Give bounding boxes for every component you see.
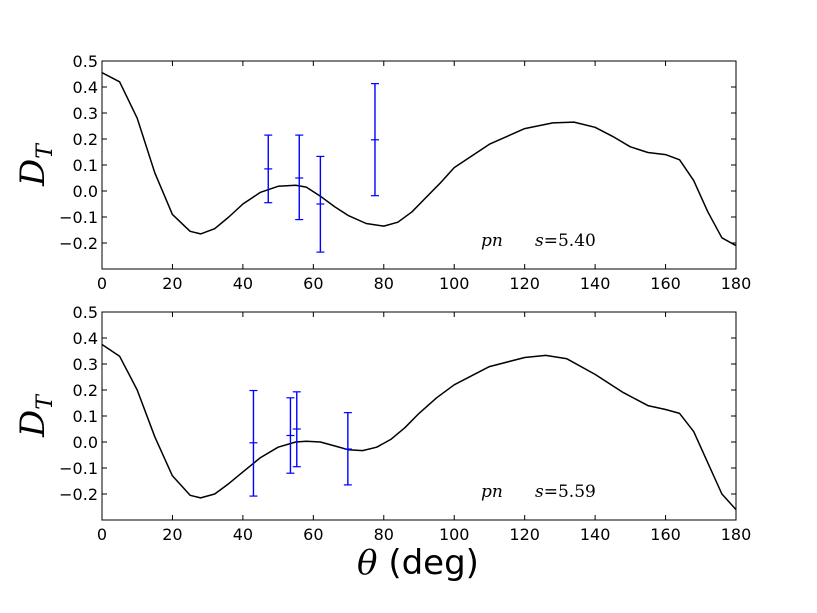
x-tick-label: 160 xyxy=(650,525,681,544)
x-tick-label: 140 xyxy=(580,525,611,544)
x-tick-label: 80 xyxy=(374,525,394,544)
model-curve xyxy=(102,343,736,511)
annotation-value: s=5.59 xyxy=(535,482,596,502)
y-tick-label: 0.5 xyxy=(73,303,98,322)
top-panel: 0 20 40 60 80 100 120 140 160 180 −0.2 −0.1 0.0 0.1 0.… xyxy=(13,52,751,293)
plot-frame xyxy=(101,60,737,270)
y-tick-label: 0.5 xyxy=(73,52,98,71)
data-point-errorbar xyxy=(249,389,258,497)
model-curve xyxy=(102,72,736,247)
annotation-label: pn xyxy=(481,231,503,251)
x-tick-label: 80 xyxy=(374,274,394,293)
annotation-value: s=5.40 xyxy=(535,231,596,251)
data-point-errorbar xyxy=(286,397,295,474)
x-axis-label-unit: (deg) xyxy=(378,543,479,583)
x-tick-label: 60 xyxy=(303,274,323,293)
y-tick-label: −0.2 xyxy=(59,234,98,253)
x-tick-label: 140 xyxy=(580,274,611,293)
y-tick-label: 0.3 xyxy=(73,355,98,374)
y-tick-label: 0.0 xyxy=(73,433,98,452)
bottom-panel: 0 20 40 60 80 100 120 140 160 180 −0.2 −0.1 0.0 0.1 0.… xyxy=(13,303,751,544)
x-tick-label: 120 xyxy=(509,525,540,544)
x-tick-label: 120 xyxy=(509,274,540,293)
x-tick-label: 100 xyxy=(439,525,470,544)
y-tick-label: 0.2 xyxy=(73,381,98,400)
x-tick-label: 180 xyxy=(721,274,752,293)
y-tick-label: 0.4 xyxy=(73,78,98,97)
y-tick-label: −0.2 xyxy=(59,485,98,504)
x-axis-label-symbol: θ xyxy=(357,543,377,583)
y-axis-label-main: D xyxy=(13,159,53,187)
x-tick-label: 100 xyxy=(439,274,470,293)
plot-frame xyxy=(101,311,737,521)
y-tick-label: 0.0 xyxy=(73,182,98,201)
y-axis-label-main: D xyxy=(13,410,53,438)
y-tick-label: 0.3 xyxy=(73,104,98,123)
data-point-errorbar xyxy=(370,83,379,197)
data-point-errorbar xyxy=(264,134,273,204)
data-point-errorbar xyxy=(316,155,325,253)
x-tick-label: 180 xyxy=(721,525,752,544)
data-point-errorbar xyxy=(292,391,301,468)
y-axis-label-sub: T xyxy=(33,142,58,159)
y-axis-label: DT xyxy=(13,393,58,438)
annotation-label: pn xyxy=(481,482,503,502)
y-axis-label: DT xyxy=(13,142,58,187)
data-point-errorbar xyxy=(295,134,304,221)
x-tick-label: 20 xyxy=(162,525,182,544)
y-axis-label-sub: T xyxy=(33,393,58,410)
y-tick-label: 0.4 xyxy=(73,329,98,348)
y-tick-label: 0.2 xyxy=(73,130,98,149)
x-tick-label: 160 xyxy=(650,274,681,293)
y-tick-label: 0.1 xyxy=(73,407,98,426)
x-tick-label: 40 xyxy=(233,525,253,544)
y-tick-label: −0.1 xyxy=(59,208,98,227)
y-tick-label: −0.1 xyxy=(59,459,98,478)
x-tick-label: 0 xyxy=(97,274,107,293)
x-axis-label: θ (deg) xyxy=(357,543,479,583)
x-tick-label: 0 xyxy=(97,525,107,544)
data-point-errorbar xyxy=(343,412,352,486)
x-tick-label: 40 xyxy=(233,274,253,293)
x-tick-label: 20 xyxy=(162,274,182,293)
x-tick-label: 60 xyxy=(303,525,323,544)
y-tick-label: 0.1 xyxy=(73,156,98,175)
